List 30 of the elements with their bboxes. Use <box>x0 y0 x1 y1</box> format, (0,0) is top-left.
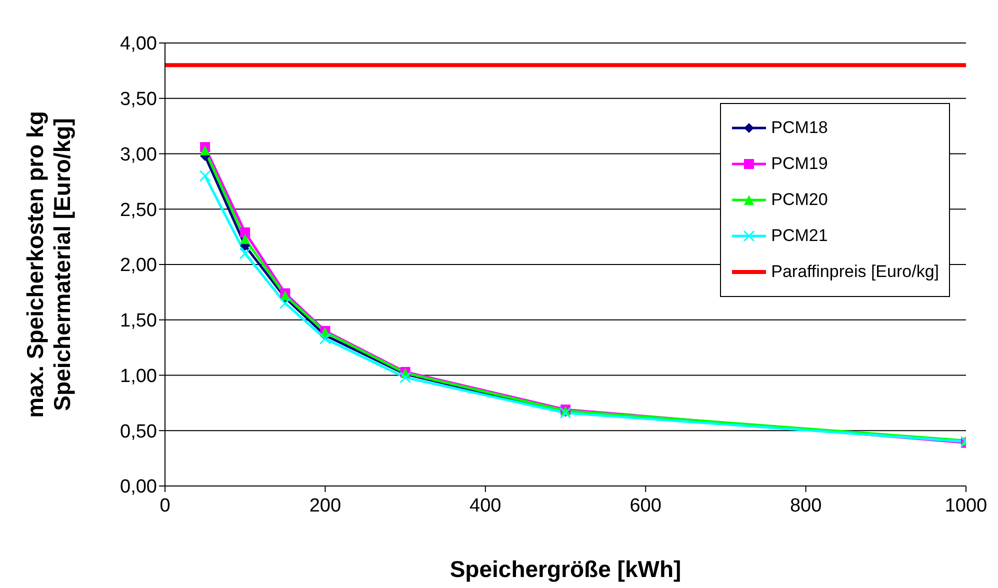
point <box>319 332 331 344</box>
legend-label: PCM18 <box>771 118 828 138</box>
x-tick-label: 200 <box>309 495 342 516</box>
y-tick-label: 1,00 <box>120 366 157 387</box>
x-tick-label: 400 <box>470 495 502 516</box>
point <box>400 372 412 384</box>
legend-label: PCM20 <box>771 190 828 210</box>
x-tick-label: 800 <box>790 495 822 516</box>
x-axis-title: Speichergröße [kWh] <box>450 556 682 582</box>
y-tick-label: 4,00 <box>120 34 157 55</box>
point <box>200 145 210 156</box>
y-tick-label: 3,50 <box>120 89 157 110</box>
point <box>239 248 251 260</box>
legend-label: PCM21 <box>771 226 828 246</box>
legend-label: Paraffinpreis [Euro/kg] <box>771 262 939 282</box>
y-tick-label: 0,00 <box>120 476 157 498</box>
point <box>199 170 211 182</box>
y-tick-label: 3,00 <box>120 144 157 166</box>
y-tick-label: 1,50 <box>120 310 157 332</box>
point <box>240 227 250 238</box>
point <box>240 234 250 244</box>
y-tick-label: 0,50 <box>120 421 157 442</box>
x-tick-label: 1000 <box>944 495 988 516</box>
point <box>279 298 291 310</box>
x-tick-label: 600 <box>630 495 662 516</box>
y-axis-title: max. Speicherkosten pro kg Speichermaterial [Euro/kg] <box>22 111 75 418</box>
y-tick-label: 2,00 <box>120 255 157 276</box>
legend-label: PCM19 <box>771 154 828 174</box>
x-tick-label: 0 <box>160 495 170 516</box>
y-tick-label: 2,50 <box>120 200 157 221</box>
